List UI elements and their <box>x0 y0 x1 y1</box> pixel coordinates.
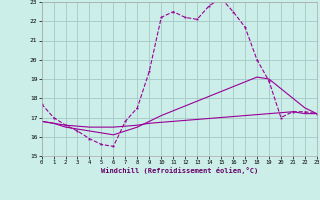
X-axis label: Windchill (Refroidissement éolien,°C): Windchill (Refroidissement éolien,°C) <box>100 167 258 174</box>
